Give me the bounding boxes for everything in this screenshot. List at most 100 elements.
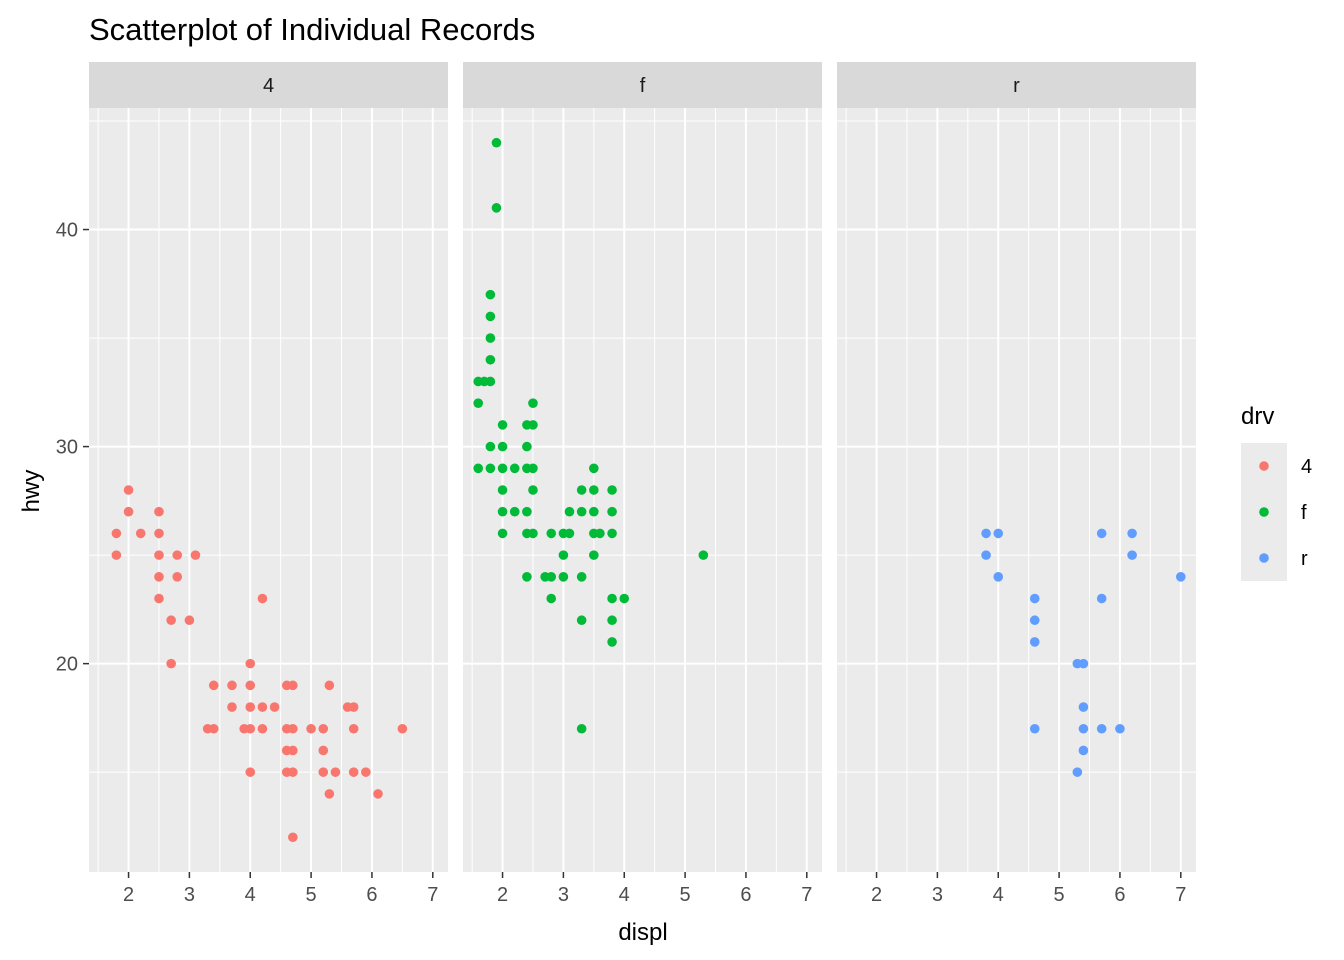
data-point <box>348 723 359 734</box>
data-point <box>564 528 575 539</box>
data-point <box>1029 593 1040 604</box>
data-point <box>607 506 617 517</box>
data-point <box>135 528 146 539</box>
data-point <box>257 702 268 712</box>
data-point <box>558 572 569 582</box>
data-point <box>318 723 329 734</box>
data-point <box>607 593 617 604</box>
data-point <box>619 593 630 604</box>
facet-panel-f: f 2 3 4 5 6 7 <box>463 62 822 906</box>
data-point <box>257 593 268 604</box>
data-point <box>1096 593 1107 604</box>
facet-strip-label: 4 <box>263 75 274 97</box>
data-point <box>184 615 195 626</box>
data-point <box>485 376 496 387</box>
data-point <box>528 398 538 408</box>
data-point <box>288 680 298 691</box>
data-point <box>698 550 709 560</box>
legend-key-point <box>1259 507 1269 517</box>
data-point <box>123 506 134 517</box>
facet-strip-label: f <box>640 75 646 97</box>
data-point <box>1029 723 1040 734</box>
data-point <box>576 485 587 495</box>
data-point <box>123 485 134 495</box>
data-point <box>497 441 508 452</box>
y-tick-label: 40 <box>56 220 78 242</box>
data-point <box>576 572 587 582</box>
legend-label: f <box>1301 502 1307 524</box>
data-point <box>509 463 520 474</box>
data-point <box>546 572 557 582</box>
data-point <box>1096 723 1107 734</box>
data-point <box>528 420 538 430</box>
facet-strip <box>463 62 822 108</box>
data-point <box>528 463 538 474</box>
data-point <box>172 572 183 582</box>
panel-background <box>837 108 1196 872</box>
data-point <box>1127 528 1137 539</box>
data-point <box>154 506 164 517</box>
data-point <box>330 767 341 777</box>
data-point <box>485 441 496 452</box>
data-point <box>306 723 316 734</box>
data-point <box>509 506 520 517</box>
data-point <box>166 658 176 669</box>
data-point <box>485 289 496 300</box>
data-point <box>172 550 183 560</box>
data-point <box>190 550 201 560</box>
data-point <box>522 572 532 582</box>
data-point <box>1029 615 1040 626</box>
data-point <box>288 723 298 734</box>
data-point <box>208 723 219 734</box>
data-point <box>497 506 508 517</box>
data-point <box>288 745 298 756</box>
x-tick-label: 3 <box>932 884 943 906</box>
data-point <box>1078 745 1089 756</box>
y-axis: 20 30 40 <box>56 220 89 676</box>
data-point <box>1175 572 1186 582</box>
data-point <box>245 658 256 669</box>
y-tick-label: 30 <box>56 437 78 459</box>
panel-background <box>89 108 448 872</box>
data-point <box>166 615 176 626</box>
data-point <box>111 528 122 539</box>
data-point <box>245 723 256 734</box>
x-tick-label: 7 <box>801 884 812 906</box>
legend: drv 4 f r <box>1241 403 1312 581</box>
data-point <box>227 702 237 712</box>
x-tick-label: 4 <box>993 884 1004 906</box>
data-point <box>473 463 484 474</box>
data-point <box>589 485 599 495</box>
facet-strip <box>89 62 448 108</box>
x-tick-label: 2 <box>123 884 134 906</box>
data-point <box>607 615 617 626</box>
data-point <box>1127 550 1137 560</box>
data-point <box>288 832 298 843</box>
data-point <box>1029 637 1040 647</box>
x-tick-label: 2 <box>497 884 508 906</box>
data-point <box>473 398 484 408</box>
data-point <box>993 528 1004 539</box>
x-tick-label: 3 <box>184 884 195 906</box>
data-point <box>361 767 371 777</box>
data-point <box>154 593 164 604</box>
x-tick-label: 4 <box>619 884 630 906</box>
x-tick-label: 7 <box>1175 884 1186 906</box>
x-tick-label: 4 <box>245 884 256 906</box>
panel-background <box>463 108 822 872</box>
data-point <box>227 680 237 691</box>
data-point <box>257 723 268 734</box>
data-point <box>245 680 256 691</box>
data-point <box>288 767 298 777</box>
data-point <box>485 354 496 365</box>
data-point <box>497 420 508 430</box>
data-point <box>528 528 538 539</box>
data-point <box>491 137 502 148</box>
facet-strip-label: r <box>1013 75 1020 97</box>
legend-title: drv <box>1241 403 1274 430</box>
data-point <box>1072 767 1083 777</box>
data-point <box>154 528 164 539</box>
data-point <box>245 702 256 712</box>
data-point <box>558 550 569 560</box>
